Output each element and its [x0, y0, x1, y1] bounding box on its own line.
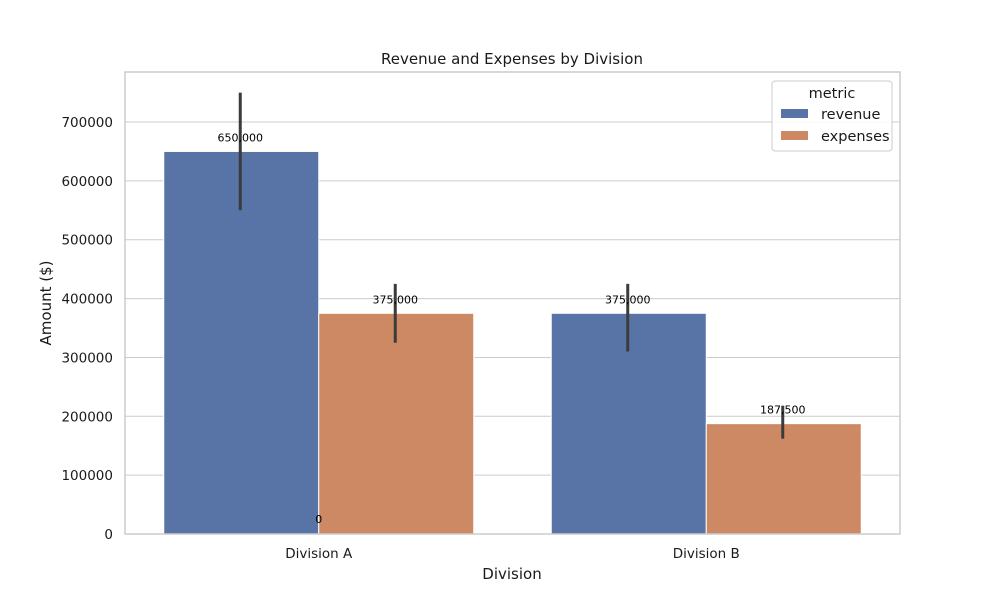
y-tick-label: 400000	[61, 292, 113, 308]
bar-revenue	[163, 150, 320, 535]
plot-frame	[124, 71, 901, 535]
y-tick-label: 700000	[61, 115, 113, 131]
bar-value-label: 375,000	[605, 293, 651, 306]
x-tick-label: Division B	[673, 546, 740, 562]
legend-swatch-expenses	[781, 131, 808, 140]
legend-title: metric	[809, 86, 856, 102]
bar-value-label: 650,000	[218, 131, 264, 144]
y-tick-label: 500000	[61, 233, 113, 249]
bar-value-label: 375,000	[373, 293, 419, 306]
annotation-label: 0	[315, 513, 322, 526]
y-tick-label: 100000	[61, 468, 113, 484]
legend-swatch-revenue	[781, 109, 808, 118]
error-bars-layer	[238, 92, 785, 439]
legend-label-expenses: expenses	[821, 129, 890, 145]
y-tick-label: 0	[104, 527, 113, 543]
y-tick-label: 200000	[61, 409, 113, 425]
y-tick-label: 600000	[61, 174, 113, 190]
bar-expenses	[705, 423, 862, 535]
legend-label-revenue: revenue	[821, 107, 880, 123]
chart-title: Revenue and Expenses by Division	[381, 50, 643, 68]
bar-expenses	[318, 312, 475, 535]
bar-value-label: 187,500	[760, 404, 806, 417]
ticks-layer: 0 100000 200000 300000 400000 500000 600000 700…	[61, 115, 739, 562]
legend: metric revenue expenses	[771, 80, 893, 152]
x-axis-label: Division	[482, 565, 541, 583]
y-tick-label: 300000	[61, 350, 113, 366]
y-axis-label: Amount ($)	[37, 261, 55, 346]
bar-labels-layer: 650,000 375,000 375,000 187,500 0	[218, 131, 806, 526]
bars-layer	[163, 150, 862, 535]
x-tick-label: Division A	[285, 546, 353, 562]
